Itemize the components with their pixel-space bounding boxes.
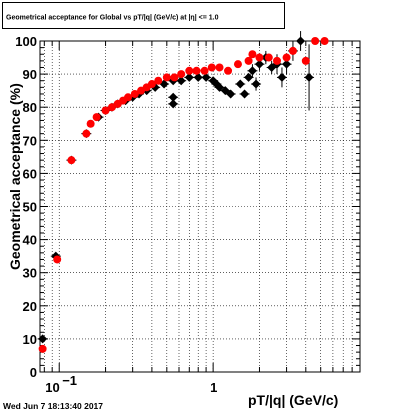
data-point-red	[320, 37, 329, 45]
data-point-red	[53, 255, 62, 264]
data-point-red	[233, 60, 242, 69]
data-point-black	[251, 79, 261, 89]
data-point-black	[193, 72, 203, 82]
y-tick-label: 60	[23, 166, 37, 181]
data-point-black	[226, 89, 236, 99]
y-tick-label: 70	[23, 133, 37, 148]
data-point-black	[254, 59, 264, 69]
data-point-red	[82, 129, 91, 138]
data-point-black	[235, 79, 245, 89]
x-tick-label: 10	[45, 380, 59, 395]
data-point-red	[224, 66, 233, 75]
data-point-red	[200, 66, 209, 75]
data-point-red	[273, 56, 282, 65]
y-tick-label: 50	[23, 200, 37, 215]
series-red	[38, 37, 329, 353]
grid	[40, 41, 361, 372]
data-point-red	[67, 156, 76, 165]
data-point-red	[177, 70, 186, 79]
data-point-red	[86, 119, 95, 128]
data-point-black	[247, 66, 257, 76]
data-point-red	[264, 53, 273, 62]
data-point-red	[207, 63, 216, 72]
data-point-red	[311, 37, 320, 45]
x-axis-label: pT/|q| (GeV/c)	[248, 392, 338, 408]
data-point-black	[244, 72, 254, 82]
title-box	[2, 2, 285, 29]
data-point-red	[192, 66, 201, 75]
data-point-black	[296, 36, 306, 46]
data-point-black	[168, 92, 178, 102]
data-point-black	[184, 72, 194, 82]
data-point-red	[147, 80, 156, 89]
y-axis-label: Geometrical acceptance (%)	[7, 83, 23, 270]
data-point-red	[185, 66, 194, 75]
y-tick-label: 0	[30, 365, 37, 380]
data-point-red	[130, 89, 139, 98]
data-point-red	[288, 46, 297, 55]
x-tick-label-exponent: −1	[62, 373, 77, 388]
y-tick-label: 30	[23, 266, 37, 281]
y-tick-label: 80	[23, 100, 37, 115]
data-point-red	[107, 103, 116, 112]
x-tick-labels: 10 −1 1	[45, 373, 217, 395]
data-point-red	[244, 56, 253, 65]
data-point-red	[255, 53, 264, 62]
data-point-red	[38, 344, 47, 353]
data-point-black	[176, 76, 186, 86]
data-point-red	[170, 73, 179, 82]
data-point-black	[168, 99, 178, 109]
data-point-black	[215, 82, 225, 92]
y-tick-label: 90	[23, 67, 37, 82]
chart-title: Geometrical acceptance for Global vs pT/…	[6, 15, 219, 22]
data-point-red	[215, 63, 224, 72]
data-point-black	[304, 72, 314, 82]
x-tick-label: 1	[210, 380, 217, 395]
y-tick-labels: 0 10 20 30 40 50 60 70 80 90 100	[15, 34, 37, 380]
data-point-red	[92, 113, 101, 122]
data-point-red	[301, 56, 310, 65]
data-point-red	[124, 93, 133, 102]
data-point-black	[240, 89, 250, 99]
footer-date: Wed Jun 7 18:13:40 2017	[3, 401, 103, 411]
y-tick-label: 10	[23, 332, 37, 347]
data-point-red	[248, 50, 257, 59]
data-point-black	[282, 59, 292, 69]
data-point-black	[201, 72, 211, 82]
data-point-black	[277, 72, 287, 82]
y-tick-label: 100	[15, 34, 37, 49]
y-tick-label: 40	[23, 233, 37, 248]
series-black	[38, 36, 314, 344]
data-point-red	[282, 53, 291, 62]
data-point-red	[101, 106, 110, 115]
data-point-black	[38, 334, 48, 344]
y-tick-label: 20	[23, 299, 37, 314]
data-point-red	[154, 76, 163, 85]
data-point-red	[162, 73, 171, 82]
